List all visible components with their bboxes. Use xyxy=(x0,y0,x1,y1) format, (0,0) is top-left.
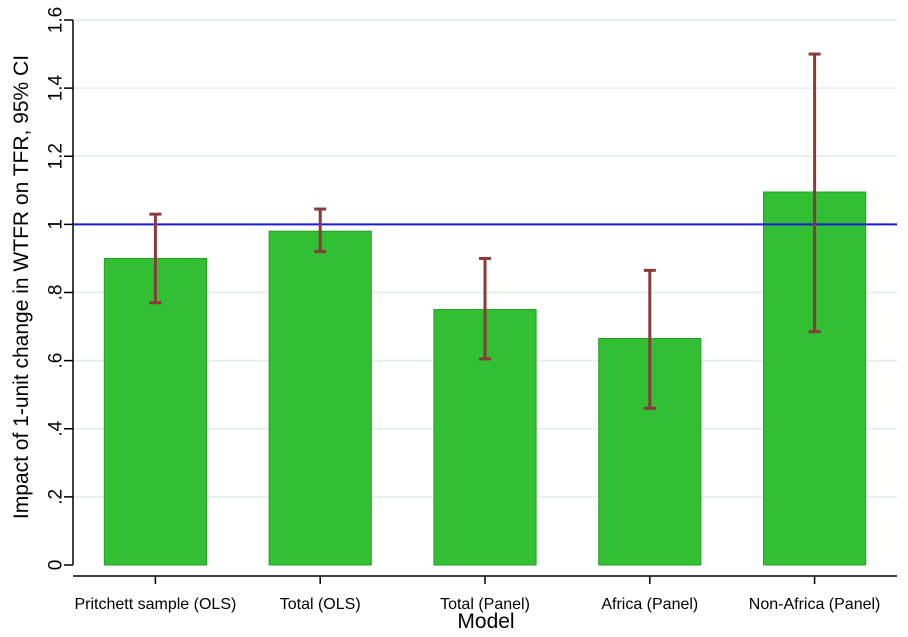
y-tick-label: 1.4 xyxy=(46,74,67,101)
confidence-intervals xyxy=(149,52,821,410)
labels: Model Impact of 1-unit change in WTFR on… xyxy=(10,55,515,633)
axes: 0 .2 .4 .6 .8 1 1.2 1.4 1.6 Pritchett sample (OLS… xyxy=(46,7,897,613)
x-tick-label: Total (Panel) xyxy=(440,596,530,613)
x-tick-label: Africa (Panel) xyxy=(601,596,698,613)
y-tick-label: 0 xyxy=(46,560,67,571)
x-tick-label: Total (OLS) xyxy=(280,596,361,613)
y-tick-label: .4 xyxy=(46,420,67,436)
y-tick-label: 1.2 xyxy=(46,143,67,169)
bar xyxy=(268,230,372,566)
y-tick-label: .8 xyxy=(46,285,67,301)
y-tick-label: .6 xyxy=(46,353,67,369)
x-tick-label: Non-Africa (Panel) xyxy=(749,596,881,613)
y-tick-label: 1.6 xyxy=(46,7,67,33)
bars xyxy=(103,191,867,566)
bar xyxy=(103,257,207,566)
x-axis-title: Model xyxy=(457,610,514,633)
x-tick-label: Pritchett sample (OLS) xyxy=(74,596,236,613)
y-tick-label: 1 xyxy=(46,219,67,230)
y-tick-label: .2 xyxy=(46,489,67,505)
y-axis-title: Impact of 1-unit change in WTFR on TFR, … xyxy=(10,55,33,519)
